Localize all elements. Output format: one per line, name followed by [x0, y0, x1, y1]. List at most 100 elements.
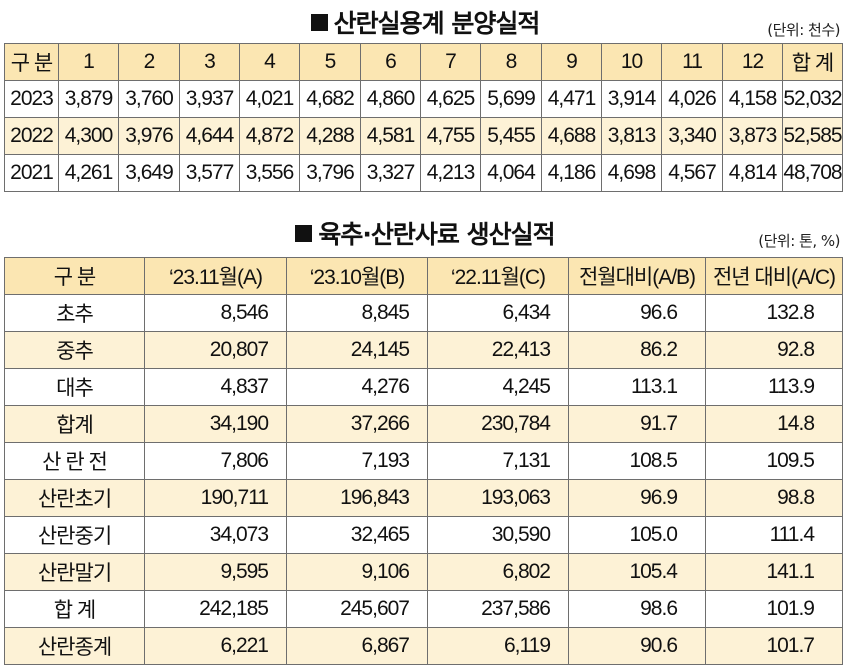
feed-cell: 132.8 — [705, 294, 843, 332]
feed-cell: 91.7 — [568, 405, 706, 443]
sales-cell: 4,625 — [420, 80, 481, 118]
sales-header-cell: 8 — [480, 43, 542, 81]
sales-cell: 4,026 — [661, 80, 723, 118]
sales-cell: 4,814 — [722, 154, 783, 192]
feed-table-row: 산란말기 9,595 9,106 6,802 105.4 141.1 — [4, 553, 843, 591]
feed-cell: 101.7 — [705, 627, 843, 665]
sales-cell: 3,976 — [118, 117, 180, 155]
sales-cell: 4,213 — [420, 154, 481, 192]
feed-cell: 14.8 — [705, 405, 843, 443]
feed-unit-label: (단위: 톤, %) — [758, 232, 840, 250]
feed-cell: 6,867 — [286, 627, 428, 665]
feed-cell: 113.9 — [705, 368, 843, 406]
feed-cell: 4,837 — [144, 368, 287, 406]
sales-cell: 4,158 — [722, 80, 783, 118]
sales-header-cell: 4 — [239, 43, 300, 81]
feed-cell: 32,465 — [286, 516, 428, 554]
sales-cell: 4,682 — [299, 80, 361, 118]
feed-cell: 111.4 — [705, 516, 843, 554]
feed-cell: 101.9 — [705, 590, 843, 628]
feed-cell: 34,073 — [144, 516, 287, 554]
sales-cell: 4,300 — [58, 117, 119, 155]
sales-cell: 4,872 — [239, 117, 300, 155]
feed-cell: 4,245 — [427, 368, 569, 406]
sales-table-row: 2023 3,879 3,760 3,937 4,021 4,682 4,860 4,625 5… — [4, 80, 843, 118]
feed-row-label: 산란종계 — [4, 627, 145, 665]
feed-row-label: 산란말기 — [4, 553, 145, 591]
feed-cell: 9,595 — [144, 553, 287, 591]
sales-row-year: 2021 — [4, 154, 59, 192]
sales-table: 구 분 1 2 3 4 5 6 7 8 9 10 11 12 합 계 2023 3,879 3,760 3,93… — [4, 43, 843, 192]
sales-header-cell: 6 — [360, 43, 421, 81]
feed-cell: 242,185 — [144, 590, 287, 628]
sales-header-row: 구 분 1 2 3 4 5 6 7 8 9 10 11 12 합 계 — [4, 43, 843, 81]
feed-cell: 105.0 — [568, 516, 706, 554]
feed-cell: 8,845 — [286, 294, 428, 332]
feed-cell: 109.5 — [705, 442, 843, 480]
sales-cell: 4,581 — [360, 117, 421, 155]
sales-table-title: 산란실용계 분양실적 — [0, 4, 850, 40]
feed-cell: 9,106 — [286, 553, 428, 591]
feed-cell: 30,590 — [427, 516, 569, 554]
feed-cell: 105.4 — [568, 553, 706, 591]
sales-cell: 3,760 — [118, 80, 180, 118]
feed-header-cell: ‘23.10월(B) — [286, 257, 428, 295]
feed-cell: 37,266 — [286, 405, 428, 443]
sales-cell: 3,937 — [179, 80, 240, 118]
feed-header-cell: ‘23.11월(A) — [144, 257, 287, 295]
sales-cell: 48,708 — [782, 154, 843, 192]
sales-cell: 3,914 — [601, 80, 662, 118]
feed-table-title: 육추·산란사료 생산실적 — [0, 215, 850, 251]
feed-table-row: 중추 20,807 24,145 22,413 86.2 92.8 — [4, 331, 843, 369]
feed-cell: 4,276 — [286, 368, 428, 406]
sales-cell: 52,032 — [782, 80, 843, 118]
feed-cell: 98.6 — [568, 590, 706, 628]
feed-cell: 245,607 — [286, 590, 428, 628]
sales-cell: 5,455 — [480, 117, 542, 155]
feed-cell: 6,119 — [427, 627, 569, 665]
sales-header-cell: 12 — [722, 43, 783, 81]
feed-row-label: 산란초기 — [4, 479, 145, 517]
sales-cell: 3,340 — [661, 117, 723, 155]
sales-header-cell: 5 — [299, 43, 361, 81]
sales-cell: 4,261 — [58, 154, 119, 192]
sales-table-row: 2022 4,300 3,976 4,644 4,872 4,288 4,581 4,755 5… — [4, 117, 843, 155]
feed-row-label: 대추 — [4, 368, 145, 406]
feed-cell: 96.6 — [568, 294, 706, 332]
feed-cell: 20,807 — [144, 331, 287, 369]
feed-header-cell: ‘22.11월(C) — [427, 257, 569, 295]
sales-header-cell: 3 — [179, 43, 240, 81]
feed-cell: 6,802 — [427, 553, 569, 591]
sales-cell: 3,796 — [299, 154, 361, 192]
feed-row-label: 합계 — [4, 405, 145, 443]
sales-cell: 4,064 — [480, 154, 542, 192]
feed-header-cell: 전월대비(A/B) — [568, 257, 706, 295]
sales-cell: 4,860 — [360, 80, 421, 118]
feed-header-row: 구 분 ‘23.11월(A) ‘23.10월(B) ‘22.11월(C) 전월대비(A/… — [4, 257, 843, 295]
square-bullet-icon — [295, 225, 313, 242]
feed-cell: 22,413 — [427, 331, 569, 369]
feed-cell: 230,784 — [427, 405, 569, 443]
feed-cell: 34,190 — [144, 405, 287, 443]
feed-row-label: 초추 — [4, 294, 145, 332]
feed-cell: 7,806 — [144, 442, 287, 480]
sales-cell: 4,644 — [179, 117, 240, 155]
sales-cell: 4,755 — [420, 117, 481, 155]
feed-cell: 6,221 — [144, 627, 287, 665]
sales-row-year: 2022 — [4, 117, 59, 155]
feed-row-label: 합 계 — [4, 590, 145, 628]
feed-header-cell: 구 분 — [4, 257, 145, 295]
feed-cell: 86.2 — [568, 331, 706, 369]
feed-row-label: 산 란 전 — [4, 442, 145, 480]
feed-table-row: 산란중기 34,073 32,465 30,590 105.0 111.4 — [4, 516, 843, 554]
feed-row-label: 산란중기 — [4, 516, 145, 554]
sales-cell: 3,813 — [601, 117, 662, 155]
feed-cell: 237,586 — [427, 590, 569, 628]
feed-cell: 141.1 — [705, 553, 843, 591]
feed-row-label: 중추 — [4, 331, 145, 369]
feed-table-row: 대추 4,837 4,276 4,245 113.1 113.9 — [4, 368, 843, 406]
feed-cell: 7,131 — [427, 442, 569, 480]
sales-unit-label: (단위: 천수) — [767, 21, 840, 39]
sales-cell: 4,021 — [239, 80, 300, 118]
sales-header-cell: 11 — [661, 43, 723, 81]
